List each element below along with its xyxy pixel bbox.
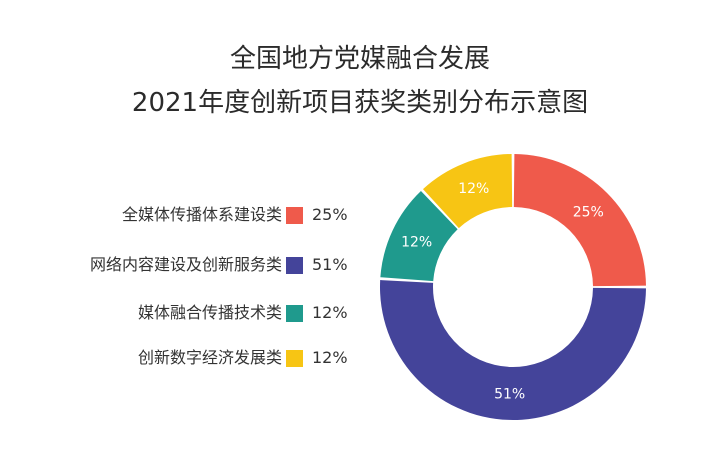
legend-value: 12% xyxy=(312,348,348,367)
slice-label: 25% xyxy=(573,205,604,221)
donut-slice xyxy=(380,280,646,420)
legend-item-shuzi: 创新数字经济发展类 12% xyxy=(20,345,350,371)
slice-label: 51% xyxy=(494,386,525,402)
legend-swatch xyxy=(286,305,303,322)
legend-item-wangluo: 网络内容建设及创新服务类 51% xyxy=(20,252,350,278)
legend-label: 网络内容建设及创新服务类 xyxy=(89,255,282,274)
legend-label: 创新数字经济发展类 xyxy=(137,348,282,367)
slice-label: 12% xyxy=(401,235,432,251)
legend-value: 25% xyxy=(312,205,348,224)
legend-swatch xyxy=(286,207,303,224)
legend-value: 12% xyxy=(312,303,348,322)
donut-slice xyxy=(380,191,458,282)
legend-swatch xyxy=(286,350,303,367)
slice-label: 12% xyxy=(458,181,489,197)
legend-item-quanmeiti: 全媒体传播体系建设类 25% xyxy=(20,202,350,228)
chart-title-line-2: 2021年度创新项目获奖类别分布示意图 xyxy=(131,88,589,118)
chart-title-line-1: 全国地方党媒融合发展 xyxy=(229,44,490,74)
legend-label: 全媒体传播体系建设类 xyxy=(121,205,282,224)
donut-slice xyxy=(422,154,513,229)
legend-label: 媒体融合传播技术类 xyxy=(137,303,282,322)
legend-swatch xyxy=(286,257,303,274)
legend-item-jishu: 媒体融合传播技术类 12% xyxy=(20,300,350,326)
donut-slice xyxy=(513,154,646,287)
legend-value: 51% xyxy=(312,255,348,274)
